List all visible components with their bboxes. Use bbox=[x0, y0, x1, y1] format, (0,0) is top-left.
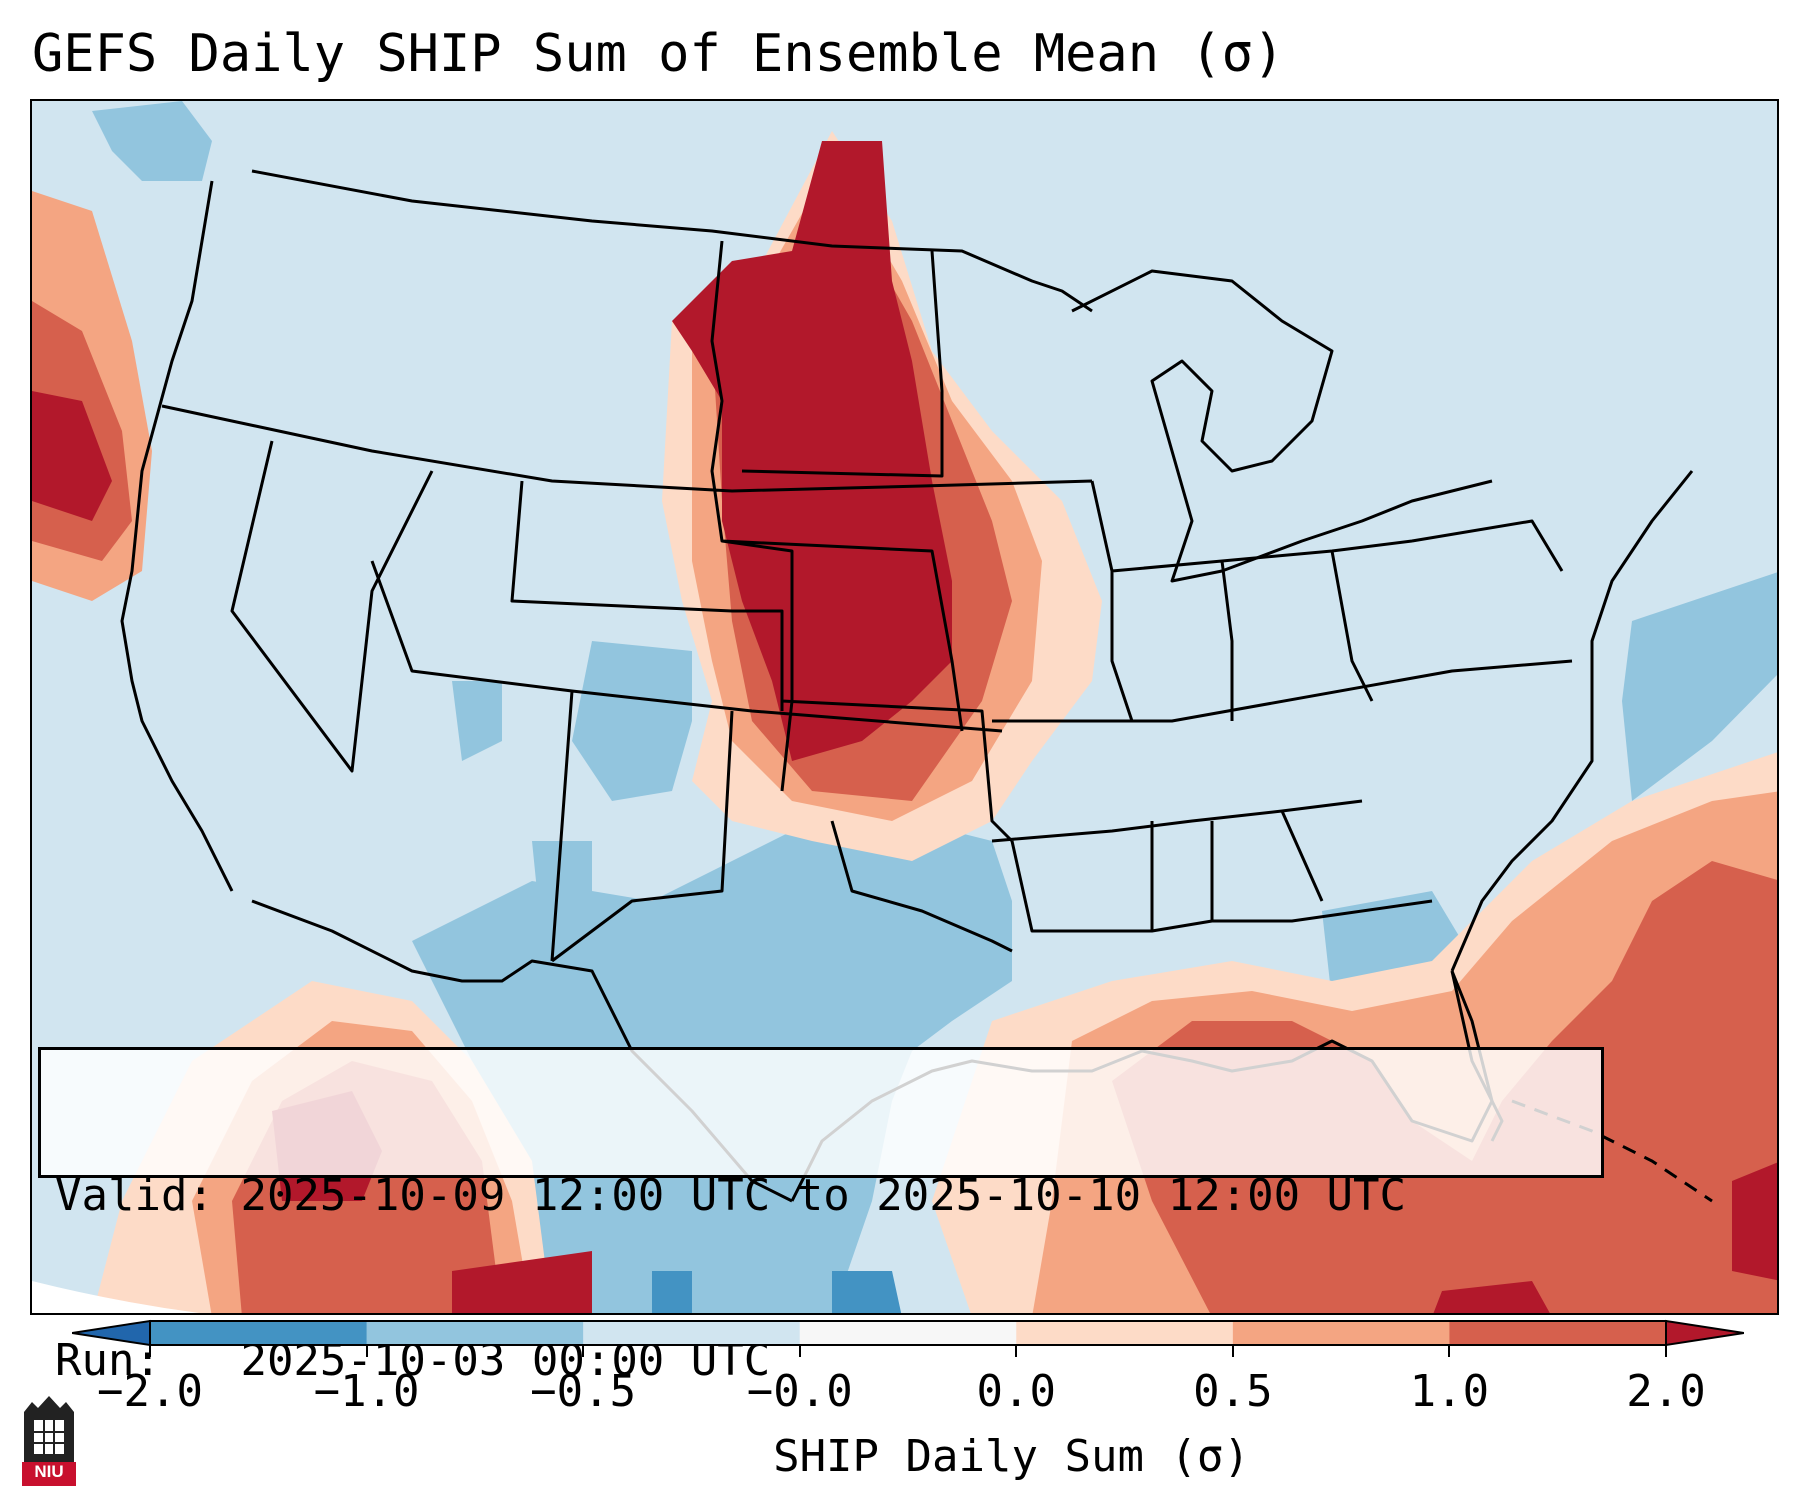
colorbar-tick-label: −0.0 bbox=[746, 1366, 853, 1417]
anomaly-region-utah-blue bbox=[452, 681, 502, 761]
colorbar-segment bbox=[150, 1321, 368, 1345]
colorbar bbox=[72, 1319, 1744, 1347]
anomaly-region-colorado-blue bbox=[572, 641, 692, 801]
anomaly-region-caribbean-dark-red bbox=[1433, 1162, 1777, 1313]
colorbar-tick-mark bbox=[798, 1345, 801, 1357]
valid-line: Valid: 2025-10-09 12:00 UTC to 2025-10-1… bbox=[55, 1168, 1587, 1223]
colorbar-tick-label: 0.0 bbox=[976, 1366, 1057, 1417]
colorbar-tick-mark bbox=[149, 1345, 151, 1357]
valid-label: Valid: bbox=[55, 1170, 214, 1221]
anomaly-region-northwest-blue bbox=[92, 101, 212, 181]
us-canada-border bbox=[251, 169, 1093, 313]
colorbar-segment bbox=[366, 1321, 584, 1345]
colorbar-tick-label: 0.5 bbox=[1193, 1366, 1273, 1417]
colorbar-tick-label: 2.0 bbox=[1626, 1366, 1706, 1417]
map-title: GEFS Daily SHIP Sum of Ensemble Mean (σ) bbox=[32, 24, 1285, 84]
colorbar-over-arrow bbox=[1665, 1319, 1744, 1347]
state-lines bbox=[161, 240, 1573, 963]
anomaly-region-strong-blue bbox=[652, 1271, 902, 1313]
colorbar-tick-mark bbox=[1448, 1345, 1451, 1357]
valid-run-info-box: Valid: 2025-10-09 12:00 UTC to 2025-10-1… bbox=[38, 1047, 1604, 1386]
anomaly-region-pacific-dark-red bbox=[32, 391, 112, 521]
great-lakes bbox=[1071, 269, 1493, 583]
colorbar-tick-mark bbox=[1665, 1345, 1667, 1357]
anomaly-region-gulf-red bbox=[1112, 861, 1777, 1313]
colorbar-segment bbox=[1016, 1321, 1234, 1345]
colorbar-tick-mark bbox=[365, 1345, 368, 1357]
us-west-coast bbox=[120, 180, 234, 892]
colorbar-tick-label: −0.5 bbox=[530, 1366, 637, 1417]
colorbar-tick-mark bbox=[582, 1345, 585, 1357]
colorbar-segment bbox=[1449, 1321, 1667, 1345]
anomaly-region-arizona-blue bbox=[532, 841, 592, 941]
colorbar-tick-label: −1.0 bbox=[313, 1366, 420, 1417]
colorbar-tick-mark bbox=[1231, 1345, 1234, 1357]
colorbar-tick-label: 1.0 bbox=[1409, 1366, 1490, 1417]
valid-value: 2025-10-09 12:00 UTC to 2025-10-10 12:00… bbox=[240, 1170, 1407, 1221]
niu-logo: NIU bbox=[20, 1392, 78, 1488]
anomaly-region-plains-dark-red bbox=[672, 141, 952, 761]
colorbar-segment bbox=[1232, 1321, 1450, 1345]
colorbar-tick-mark bbox=[1015, 1345, 1018, 1357]
anomaly-region-atlantic-blue bbox=[1622, 572, 1777, 801]
colorbar-outline bbox=[149, 1320, 1667, 1346]
colorbar-under-arrow bbox=[72, 1319, 151, 1347]
niu-logo-text: NIU bbox=[34, 1462, 64, 1481]
colorbar-tick-label: −2.0 bbox=[97, 1366, 203, 1417]
colorbar-segment bbox=[583, 1321, 801, 1345]
colorbar-segment bbox=[799, 1321, 1017, 1345]
off-projection-corner bbox=[32, 1281, 200, 1313]
east-coast bbox=[1450, 470, 1694, 972]
colorbar-label: SHIP Daily Sum (σ) bbox=[773, 1431, 1250, 1482]
